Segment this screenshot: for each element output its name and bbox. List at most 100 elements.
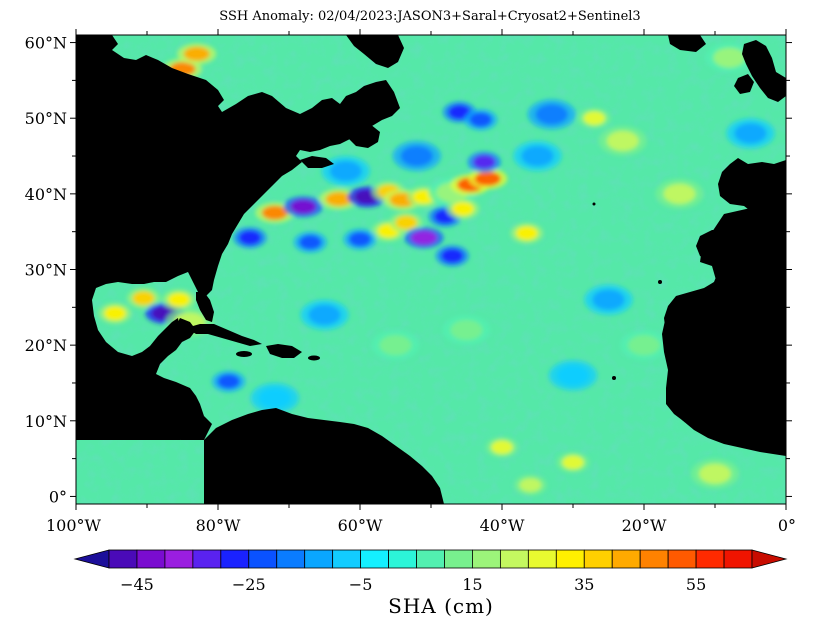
anomaly-eddy bbox=[473, 155, 496, 170]
colorbar-box bbox=[136, 549, 166, 569]
anomaly-eddy bbox=[448, 105, 471, 120]
land-ireland bbox=[734, 74, 754, 94]
y-tick-label: 10°N bbox=[25, 412, 67, 431]
anomaly-eddy bbox=[299, 235, 322, 250]
colorbar-tick-label: 35 bbox=[574, 575, 594, 594]
anomaly-eddy bbox=[132, 291, 155, 306]
anomaly-eddy bbox=[469, 112, 492, 127]
colorbar-box bbox=[444, 549, 473, 569]
colorbar-box bbox=[360, 549, 389, 569]
land-jamaica bbox=[236, 351, 252, 357]
y-tick-label: 30°N bbox=[25, 261, 67, 280]
x-tick-label: 40°W bbox=[480, 516, 525, 535]
land-central-america bbox=[180, 416, 212, 440]
y-tick-label: 50°N bbox=[25, 109, 67, 128]
anomaly-eddy bbox=[395, 215, 418, 230]
colorbar-box bbox=[304, 549, 334, 569]
land-greenland bbox=[346, 35, 404, 68]
map-title: SSH Anomaly: 02/04/2023:JASON3+Saral+Cry… bbox=[219, 9, 640, 24]
y-tick-label: 60°N bbox=[25, 34, 67, 53]
colorbar-box bbox=[695, 549, 725, 569]
x-tick-label: 0° bbox=[778, 516, 796, 535]
colorbar-tick-label: −45 bbox=[120, 575, 154, 594]
anomaly-eddy bbox=[308, 304, 341, 325]
colorbar-tick-label: 55 bbox=[686, 575, 706, 594]
land-florida bbox=[196, 292, 214, 322]
colorbar-box bbox=[276, 549, 306, 569]
anomaly-eddy bbox=[491, 440, 513, 455]
land-south-america bbox=[204, 408, 444, 504]
anomaly-eddy bbox=[329, 161, 362, 182]
anomaly-eddy bbox=[410, 230, 437, 245]
land-iceland bbox=[668, 35, 706, 52]
land-british-isles bbox=[742, 40, 786, 102]
anomaly-eddy bbox=[379, 335, 412, 356]
colorbar-tick-label: 15 bbox=[462, 575, 482, 594]
anomaly-eddy bbox=[451, 201, 474, 216]
y-tick-label: 20°N bbox=[25, 336, 67, 355]
y-tick-label: 0° bbox=[49, 487, 67, 506]
x-tick-label: 80°W bbox=[196, 516, 241, 535]
land-mask bbox=[76, 35, 786, 504]
land-yucatan bbox=[150, 318, 180, 358]
anomaly-eddy bbox=[400, 146, 433, 167]
map-panel bbox=[76, 35, 786, 504]
colorbar-labels: −45 −25 −5 15 35 55 bbox=[120, 575, 706, 594]
colorbar-units: SHA (cm) bbox=[388, 594, 494, 617]
anomaly-eddy bbox=[562, 455, 584, 470]
anomaly-eddy bbox=[238, 230, 261, 245]
colorbar-box bbox=[667, 549, 697, 569]
anomaly-eddy bbox=[325, 192, 352, 207]
anomaly-eddy bbox=[583, 111, 606, 126]
anomaly-eddy bbox=[663, 183, 696, 204]
anomaly-eddy bbox=[592, 289, 625, 310]
anomaly-eddy bbox=[557, 365, 589, 386]
colorbar: −45 −25 −5 15 35 55 SHA (cm) bbox=[73, 549, 788, 617]
colorbar-box bbox=[611, 549, 641, 569]
colorbar-tick-label: −25 bbox=[232, 575, 266, 594]
colorbar-box bbox=[472, 549, 501, 569]
colorbar-box bbox=[639, 549, 669, 569]
land-newfoundland bbox=[346, 122, 380, 148]
colorbar-box bbox=[723, 549, 753, 569]
colorbar-box bbox=[192, 549, 222, 569]
colorbar-box bbox=[248, 549, 278, 569]
anomaly-eddy bbox=[183, 46, 210, 61]
anomaly-eddy bbox=[734, 123, 767, 144]
anomaly-eddy bbox=[258, 388, 291, 409]
anomaly-eddy bbox=[474, 171, 501, 186]
colorbar-box bbox=[388, 549, 417, 569]
anomaly-eddy bbox=[519, 478, 542, 493]
land-north-america bbox=[76, 35, 400, 440]
anomaly-eddy bbox=[450, 320, 483, 341]
colorbar-box bbox=[220, 549, 250, 569]
anomaly-eddy bbox=[217, 374, 240, 389]
land-cape-verde bbox=[612, 376, 616, 380]
land-azores bbox=[592, 202, 596, 206]
land-nova-scotia bbox=[300, 156, 334, 168]
colorbar-box bbox=[332, 549, 362, 569]
colorbar-box bbox=[527, 549, 557, 569]
anomaly-eddy bbox=[290, 199, 317, 214]
anomaly-eddy bbox=[261, 205, 288, 220]
land-hispaniola bbox=[266, 344, 302, 358]
colorbar-boxes bbox=[73, 549, 788, 569]
land-puerto-rico bbox=[308, 355, 320, 361]
anomaly-eddy bbox=[167, 292, 190, 307]
colorbar-box bbox=[499, 549, 529, 569]
anomaly-eddy bbox=[521, 146, 554, 167]
x-tick-label: 60°W bbox=[338, 516, 383, 535]
anomaly-eddy bbox=[628, 335, 660, 356]
land-cuba bbox=[186, 324, 262, 346]
colorbar-box bbox=[416, 549, 445, 569]
land-africa bbox=[662, 200, 786, 452]
colorbar-box bbox=[164, 549, 194, 569]
anomaly-eddy bbox=[515, 226, 538, 241]
colorbar-tick-label: −5 bbox=[349, 575, 373, 594]
colorbar-box bbox=[555, 549, 585, 569]
map-axes: 100°W 80°W 60°W 40°W 20°W 0° 60°N 50°N 40°N 30°N 2… bbox=[25, 29, 796, 535]
colorbar-box bbox=[108, 549, 138, 569]
y-tick-label: 40°N bbox=[25, 185, 67, 204]
anomaly-eddy bbox=[535, 104, 568, 125]
